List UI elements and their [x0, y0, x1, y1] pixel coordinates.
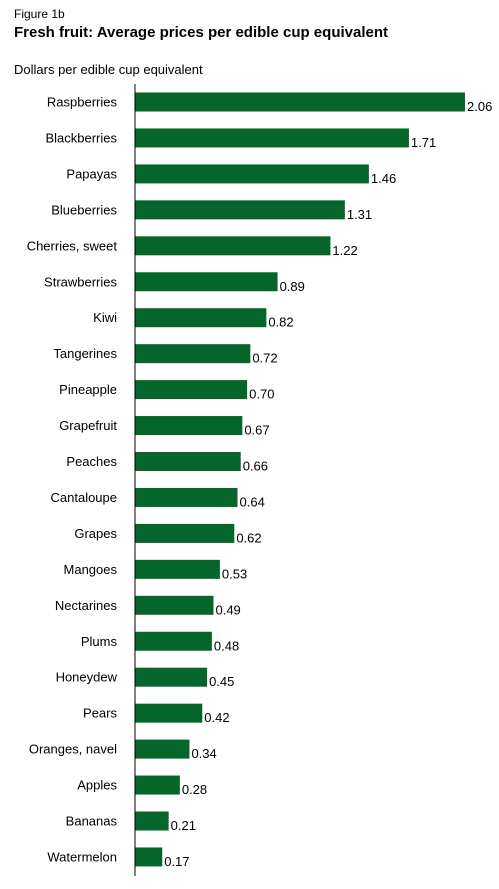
bar-cantaloupe [135, 487, 238, 507]
figure-label: Figure 1b [14, 7, 65, 21]
category-label-nectarines: Nectarines [55, 598, 118, 613]
bar-papayas [135, 164, 369, 184]
bar-apples [135, 775, 180, 795]
category-label-peaches: Peaches [66, 454, 117, 469]
value-label-honeydew: 0.45 [209, 674, 234, 689]
category-label-papayas: Papayas [66, 166, 117, 181]
axis-label: Dollars per edible cup equivalent [14, 62, 203, 77]
value-label-mangoes: 0.53 [222, 566, 247, 581]
category-label-grapes: Grapes [74, 526, 117, 541]
bar-pears [135, 703, 203, 723]
bar-plums [135, 631, 212, 651]
category-label-plums: Plums [81, 634, 118, 649]
value-label-papayas: 1.46 [371, 171, 396, 186]
bar-watermelon [135, 847, 163, 867]
bar-oranges-navel [135, 739, 190, 759]
value-label-plums: 0.48 [214, 638, 239, 653]
category-label-tangerines: Tangerines [53, 346, 117, 361]
value-label-grapes: 0.62 [236, 530, 261, 545]
bar-strawberries [135, 272, 278, 292]
category-label-watermelon: Watermelon [47, 849, 117, 864]
category-label-kiwi: Kiwi [93, 310, 117, 325]
category-label-mangoes: Mangoes [64, 562, 118, 577]
value-label-watermelon: 0.17 [164, 854, 189, 869]
bar-mangoes [135, 559, 220, 579]
category-label-strawberries: Strawberries [44, 274, 117, 289]
category-label-honeydew: Honeydew [56, 670, 118, 685]
category-label-cherries-sweet: Cherries, sweet [27, 238, 118, 253]
chart-title: Fresh fruit: Average prices per edible c… [14, 24, 388, 41]
value-label-nectarines: 0.49 [215, 602, 240, 617]
value-label-apples: 0.28 [182, 782, 207, 797]
category-label-oranges-navel: Oranges, navel [29, 742, 117, 757]
value-label-tangerines: 0.72 [252, 351, 277, 366]
category-label-bananas: Bananas [66, 814, 118, 829]
bar-honeydew [135, 667, 208, 687]
value-label-bananas: 0.21 [171, 818, 196, 833]
category-label-blueberries: Blueberries [51, 202, 117, 217]
bar-peaches [135, 452, 241, 471]
value-label-grapefruit: 0.67 [244, 423, 269, 438]
bar-nectarines [135, 595, 214, 615]
bar-kiwi [135, 308, 267, 328]
value-label-kiwi: 0.82 [268, 315, 293, 330]
value-label-peaches: 0.66 [243, 459, 268, 474]
bar-blueberries [135, 200, 345, 220]
bar-bananas [135, 811, 169, 831]
category-label-grapefruit: Grapefruit [59, 418, 117, 433]
bar-cherries-sweet [135, 236, 331, 256]
value-label-strawberries: 0.89 [280, 279, 305, 294]
value-label-pineapple: 0.70 [249, 387, 274, 402]
category-label-cantaloupe: Cantaloupe [51, 490, 118, 505]
bar-raspberries [135, 92, 465, 112]
bar-grapes [135, 523, 235, 543]
value-label-raspberries: 2.06 [467, 99, 492, 114]
bar-tangerines [135, 344, 251, 364]
category-label-raspberries: Raspberries [47, 95, 118, 110]
value-label-cherries-sweet: 1.22 [332, 243, 357, 258]
value-label-blueberries: 1.31 [347, 207, 372, 222]
bar-grapefruit [135, 416, 243, 436]
category-label-pears: Pears [83, 706, 117, 721]
category-label-apples: Apples [77, 778, 117, 793]
value-label-oranges-navel: 0.34 [191, 746, 216, 761]
value-label-cantaloupe: 0.64 [240, 494, 265, 509]
value-label-blackberries: 1.71 [411, 135, 436, 150]
value-label-pears: 0.42 [204, 710, 229, 725]
category-label-pineapple: Pineapple [59, 382, 117, 397]
bar-pineapple [135, 380, 248, 400]
bar-blackberries [135, 128, 409, 148]
category-label-blackberries: Blackberries [45, 130, 117, 145]
